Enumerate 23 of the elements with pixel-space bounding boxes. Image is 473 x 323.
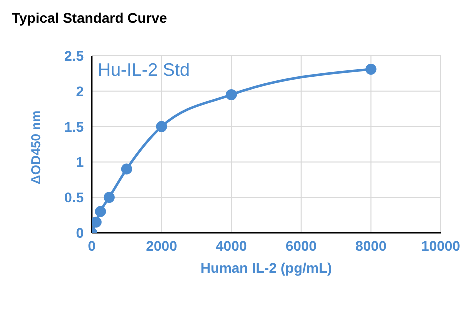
y-tick-label: 0 — [76, 224, 84, 241]
y-tick-label: 2 — [76, 83, 84, 100]
point — [156, 121, 168, 132]
x-tick-label: 8000 — [356, 238, 387, 254]
y-tick-label: 1 — [76, 154, 84, 170]
chart-title: Typical Standard Curve — [12, 10, 168, 26]
series-label: Hu-IL-2 Std — [98, 60, 190, 81]
x-tick-label: 6000 — [286, 238, 318, 254]
point — [95, 206, 106, 218]
y-tick-label: 0.5 — [64, 190, 84, 206]
y-axis-title: ΔOD450 nm — [28, 110, 44, 184]
x-axis-title: Human IL-2 (pg/mL) — [200, 260, 332, 276]
x-tick-label: 2000 — [146, 238, 178, 254]
y-tick-label: 1.5 — [64, 118, 84, 135]
y-tick-label: 2.5 — [64, 48, 84, 64]
point — [366, 64, 377, 75]
x-tick-label: 4000 — [216, 238, 248, 254]
x-tick-label: 10000 — [422, 238, 461, 254]
point — [104, 192, 115, 204]
point — [121, 164, 132, 175]
x-tick-label: 0 — [88, 238, 96, 254]
point — [92, 216, 102, 228]
point — [226, 89, 238, 100]
